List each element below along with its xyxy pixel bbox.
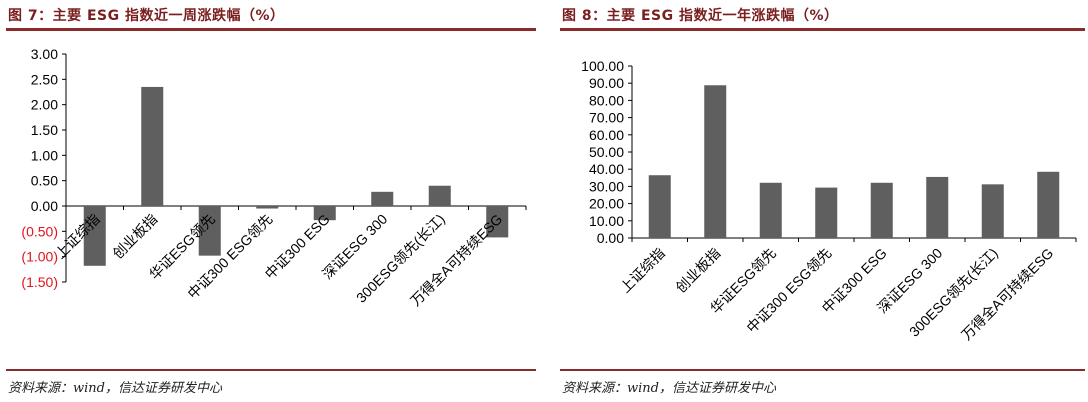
y-tick-label: 30.00 [589, 178, 624, 194]
bar [870, 182, 893, 238]
y-tick-label: 1.00 [31, 147, 58, 163]
bottom-rule [560, 369, 1085, 371]
bar-chart-week: 3.00 2.50 2.00 1.50 1.00 0.50 0.00 (0.50) (1.00)… [21, 46, 527, 309]
bar [141, 86, 164, 206]
x-category-label: 创业板指 [109, 211, 160, 262]
source-note: 资料来源：wind，信达证券研发中心 [562, 381, 776, 396]
y-tick-label: 100.00 [581, 58, 624, 74]
source-note: 资料来源：wind，信达证券研发中心 [8, 381, 222, 396]
y-tick-label: 80.00 [589, 92, 624, 108]
x-category-label: 创业板指 [672, 245, 723, 296]
y-tick-label: 0.00 [597, 230, 624, 246]
bar [486, 206, 509, 238]
y-tick-label: 60.00 [589, 127, 624, 143]
bar [704, 85, 727, 238]
y-tick-label: 50.00 [589, 144, 624, 160]
chart-panel-week: 图 7：主要 ESG 指数近一周涨跌幅（%） 3.00 2.50 2.00 1.50 1… [6, 0, 536, 402]
top-rule [6, 28, 536, 31]
y-tick-label: 40.00 [589, 161, 624, 177]
bar [815, 187, 838, 238]
bar [313, 206, 336, 221]
bar [198, 206, 221, 256]
y-tick-label: 10.00 [589, 213, 624, 229]
figure-title: 图 7：主要 ESG 指数近一周涨跌幅（%） [8, 8, 285, 24]
y-tick-label: (1.00) [21, 249, 58, 265]
bottom-rule [6, 369, 536, 371]
y-tick-label: 3.00 [31, 46, 58, 62]
y-tick-label: 1.50 [31, 122, 58, 138]
y-tick-label: 20.00 [589, 196, 624, 212]
y-tick-label: 2.50 [31, 71, 58, 87]
x-category-label: 万得全A可持续ESG [958, 245, 1056, 343]
top-rule [560, 28, 1085, 31]
y-tick-label: 70.00 [589, 110, 624, 126]
y-tick-label: 0.00 [31, 198, 58, 214]
y-tick-label: 0.50 [31, 173, 58, 189]
bar [83, 206, 106, 266]
bar [1037, 171, 1060, 238]
bar [371, 191, 394, 206]
figure-title: 图 8：主要 ESG 指数近一年涨跌幅（%） [562, 8, 839, 24]
bar [926, 176, 949, 238]
bar [428, 185, 451, 206]
chart-panel-year: 图 8：主要 ESG 指数近一年涨跌幅（%） 100.00 90.00 80.00 7… [560, 0, 1085, 402]
bar [256, 206, 279, 209]
bar [981, 184, 1004, 238]
bar [759, 182, 782, 238]
y-tick-label: 2.00 [31, 97, 58, 113]
y-tick-label: (0.50) [21, 223, 58, 239]
y-tick-label: 90.00 [589, 75, 624, 91]
y-tick-label: (1.50) [21, 274, 58, 290]
bar [648, 175, 671, 238]
x-category-label: 上证综指 [617, 245, 668, 296]
